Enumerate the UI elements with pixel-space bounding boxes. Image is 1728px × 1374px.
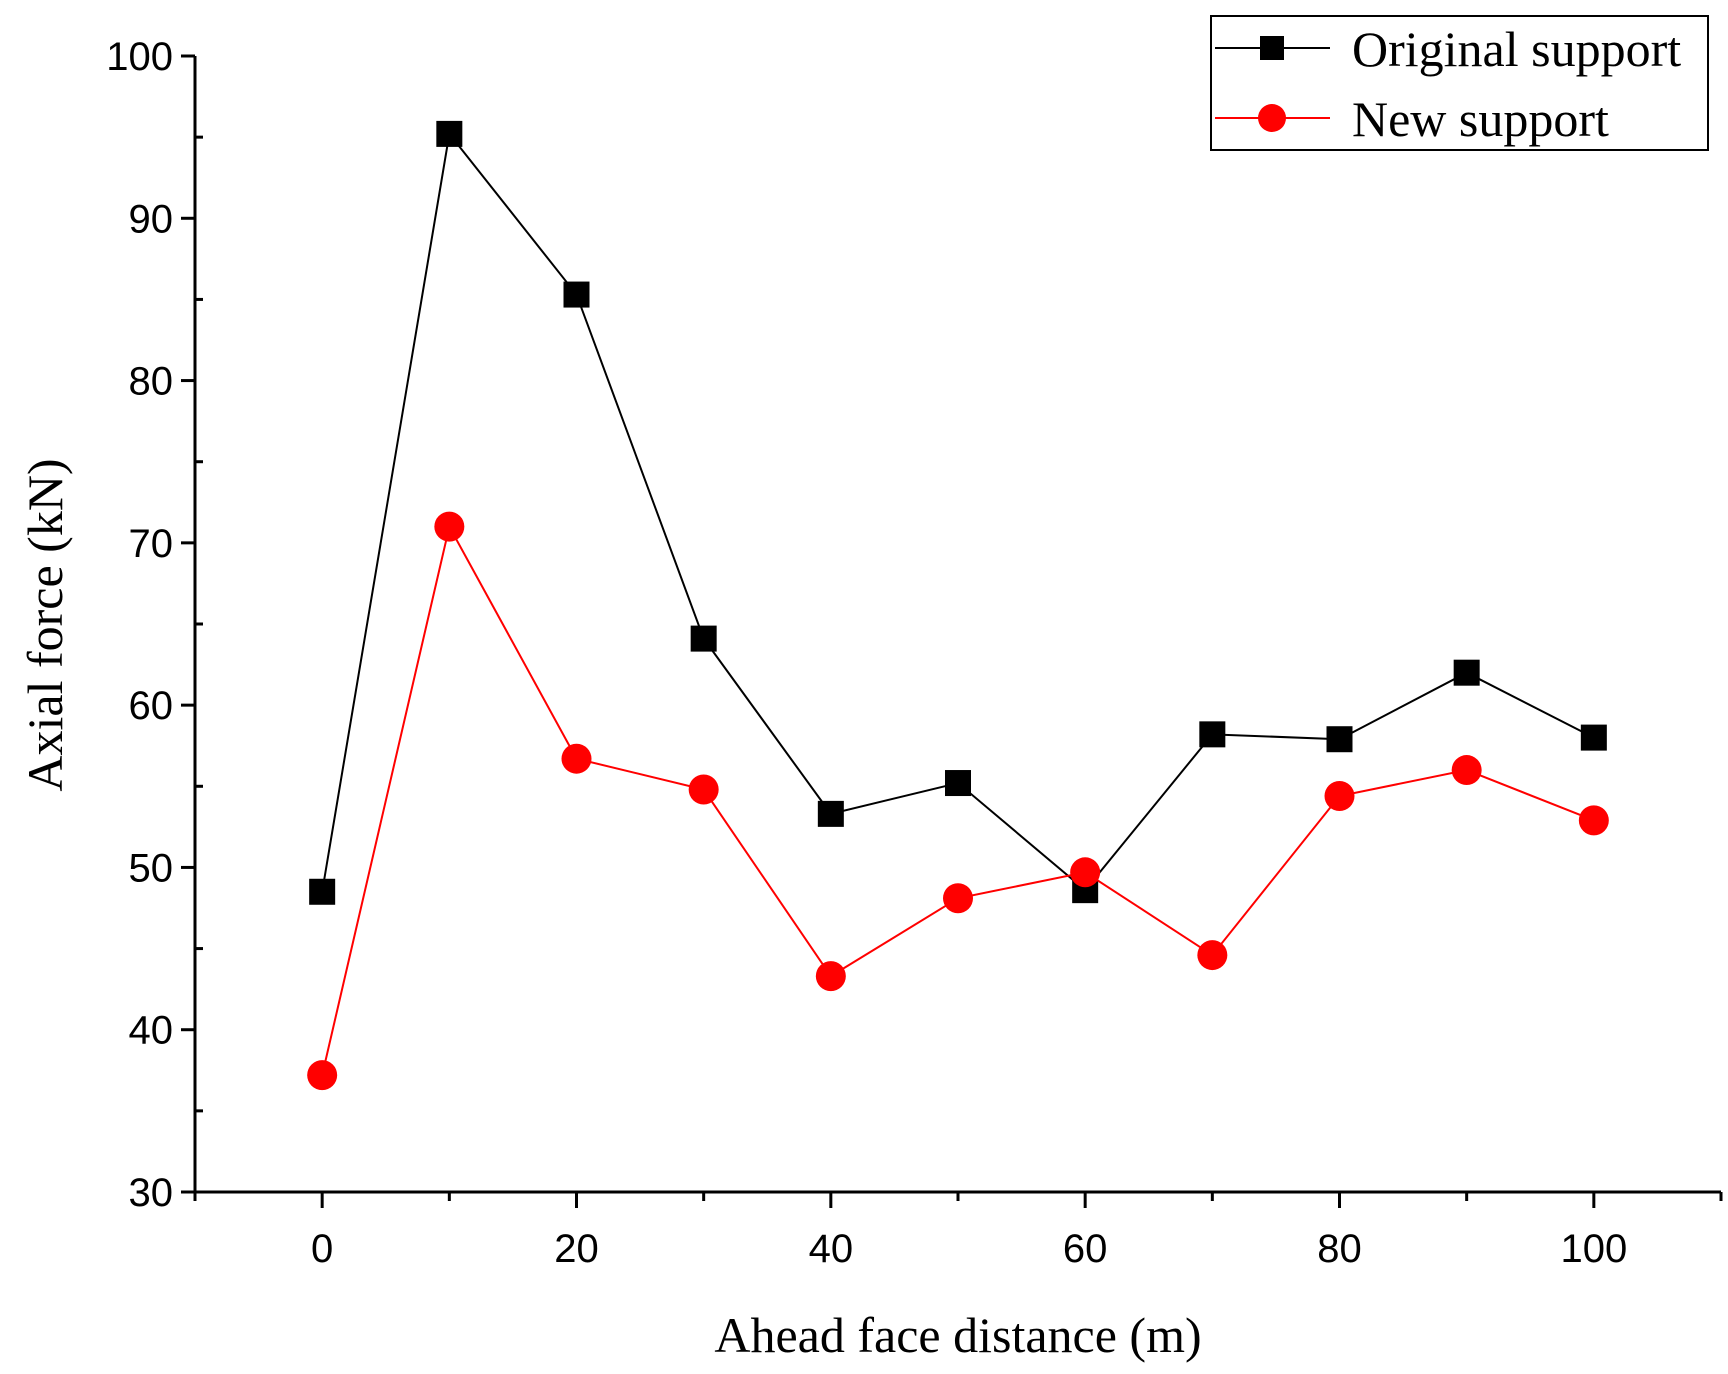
x-tick-label: 0 [311, 1227, 333, 1271]
data-point-original [1326, 726, 1353, 753]
y-tick-label: 30 [129, 1171, 174, 1215]
x-tick-label: 60 [1063, 1227, 1108, 1271]
x-axis-title: Ahead face distance (m) [714, 1307, 1201, 1363]
legend: Original support New support [1210, 15, 1709, 151]
y-axis-title: Axial force (kN) [17, 458, 73, 791]
y-tick-label: 80 [129, 360, 174, 404]
axes [193, 56, 1721, 1194]
data-point-new [434, 511, 465, 542]
series-layer [307, 120, 1609, 1091]
data-point-new [1070, 857, 1101, 888]
y-tick-label: 50 [129, 846, 174, 890]
x-tick-label: 40 [809, 1227, 854, 1271]
legend-marker-new [1258, 104, 1286, 132]
data-point-original [309, 878, 336, 905]
data-point-new [943, 883, 973, 914]
data-point-original [690, 625, 717, 652]
data-point-new [561, 743, 592, 774]
ticks: 30 40 50 60 70 80 90 100 0 20 40 60 80 100 [106, 35, 1723, 1271]
x-tick-label: 20 [554, 1227, 599, 1271]
y-tick-label: 70 [129, 522, 174, 566]
x-tick-label: 80 [1317, 1227, 1362, 1271]
data-point-new [815, 961, 846, 992]
x-tick-label: 100 [1560, 1227, 1627, 1271]
y-tick-label: 60 [129, 684, 174, 728]
data-point-new [1451, 755, 1482, 786]
data-point-original [1199, 721, 1226, 748]
data-point-original [945, 770, 971, 797]
series-line-new [321, 523, 1595, 1076]
data-point-original [1453, 659, 1480, 686]
y-tick-label: 40 [129, 1009, 174, 1053]
y-tick-label: 90 [129, 197, 174, 241]
legend-label-original: Original support [1352, 21, 1681, 77]
data-point-original [1580, 724, 1607, 751]
data-point-new [1324, 781, 1355, 812]
data-point-new [688, 774, 719, 805]
data-point-original [563, 281, 590, 308]
data-point-original [817, 800, 844, 827]
data-point-new [1197, 940, 1228, 971]
legend-marker-original [1260, 36, 1284, 60]
legend-box [1210, 15, 1709, 151]
data-point-new [1578, 805, 1609, 836]
data-point-original [436, 120, 463, 147]
legend-label-new: New support [1352, 91, 1609, 147]
data-point-new [307, 1060, 338, 1091]
y-tick-label: 100 [106, 35, 173, 79]
